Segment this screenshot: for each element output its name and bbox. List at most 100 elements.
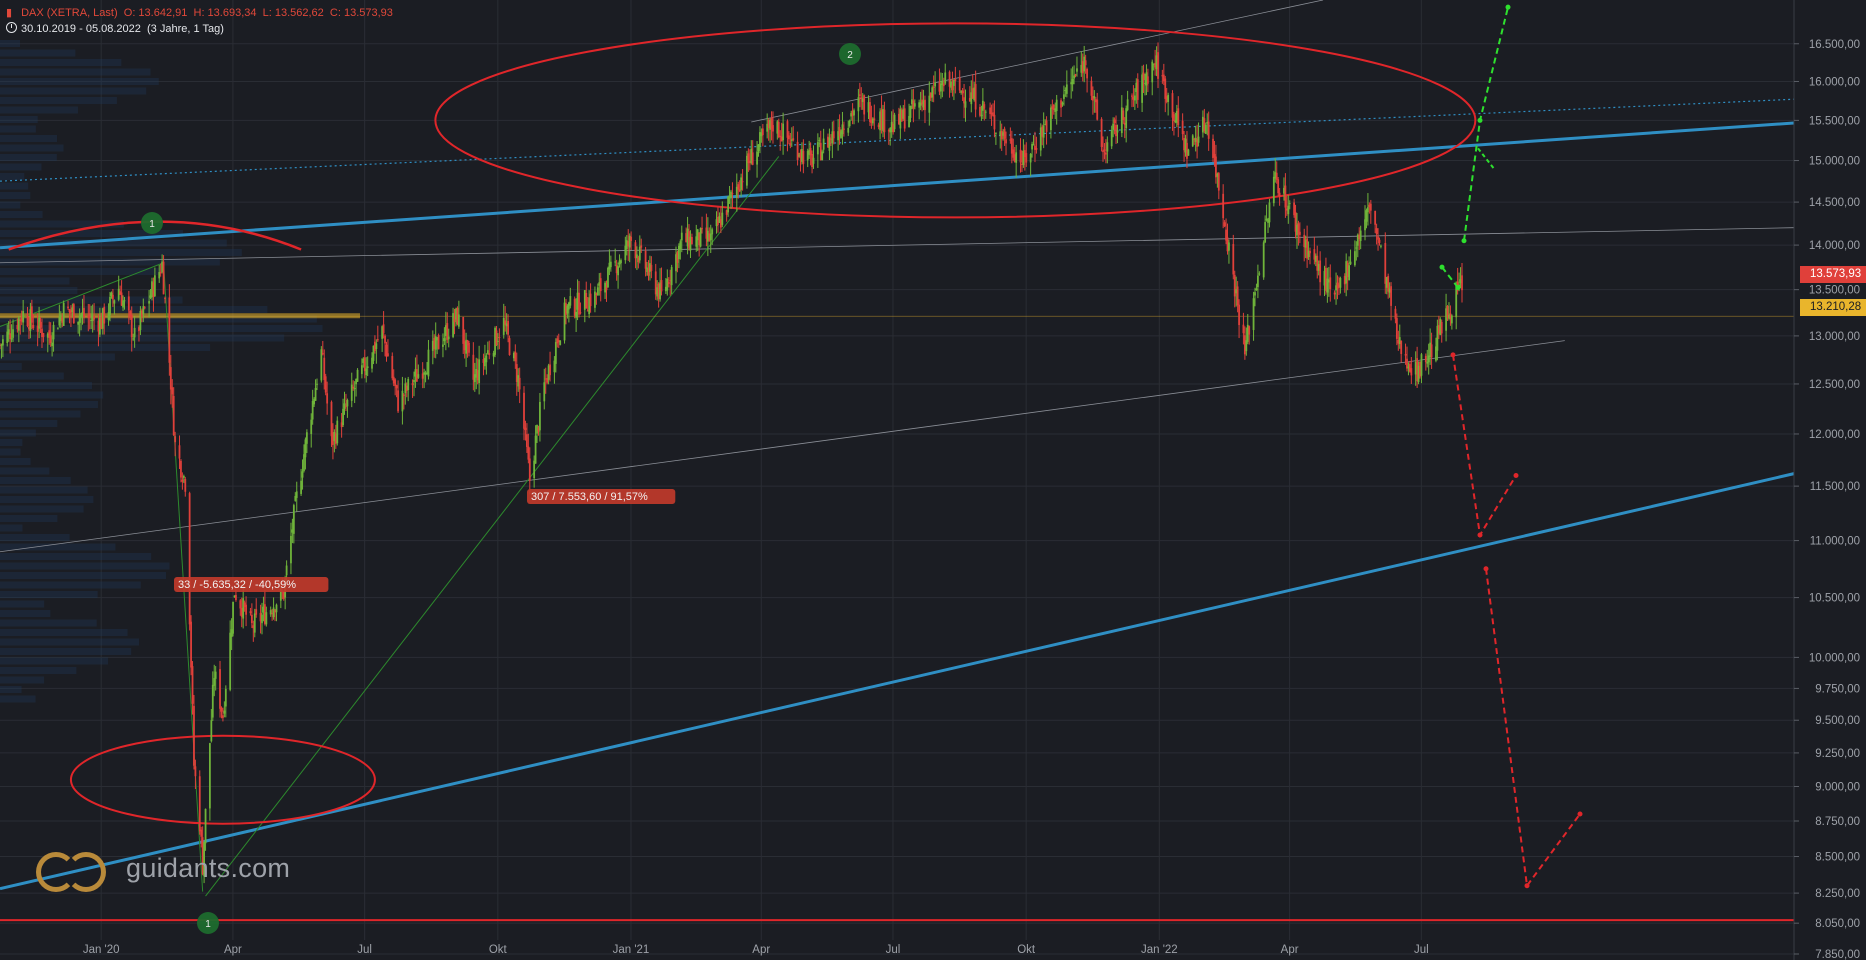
y-tick-label: 8.750,00 (1815, 816, 1860, 828)
candle-body (1051, 106, 1054, 110)
candle-body (549, 364, 551, 376)
candle-body (598, 282, 601, 286)
candle-body (738, 189, 741, 192)
candle-body (93, 315, 95, 320)
candle-body (88, 313, 91, 318)
candle-body (1430, 344, 1433, 358)
volume-profile-bar (0, 173, 25, 180)
y-tick-label: 11.500,00 (1810, 481, 1860, 493)
candle-body (1248, 326, 1251, 335)
candle-body (62, 302, 65, 327)
candle-body (1164, 78, 1167, 99)
candle-body (130, 314, 133, 338)
candle-body (659, 282, 661, 300)
candle-body (12, 329, 14, 338)
candle-body (285, 565, 288, 576)
candle-body (517, 375, 520, 387)
green-trend-line (205, 156, 780, 897)
candle-body (741, 181, 744, 183)
candle-body (1073, 75, 1075, 79)
candle-body (1355, 247, 1358, 249)
candle-body (948, 71, 951, 87)
candle-body (728, 195, 731, 199)
candle-body (143, 307, 146, 309)
candle-body (1367, 207, 1369, 213)
candle-body (97, 320, 100, 332)
candle-body (735, 186, 738, 198)
candle-body (58, 316, 61, 326)
price-axis[interactable]: 16.500,00 16.000,00 15.500,00 15.000,00 14.5… (1793, 0, 1866, 960)
candle-body (498, 336, 501, 338)
candle-body (182, 475, 185, 478)
candle-body (46, 333, 49, 338)
volume-profile-bar (0, 534, 70, 541)
candle-body (1041, 126, 1044, 137)
candle-body (1297, 223, 1300, 235)
candle-body (140, 310, 143, 317)
candle-body (646, 267, 648, 272)
candle-body (970, 92, 973, 105)
candle-body (737, 184, 740, 190)
candle-body (1353, 251, 1356, 266)
volume-profile-bar (0, 182, 29, 190)
candle-body (782, 123, 785, 141)
candle-body (142, 306, 145, 315)
candle-body (1084, 60, 1087, 66)
candle-body (1359, 230, 1362, 242)
candle-body (1374, 210, 1377, 225)
candle-body (1356, 234, 1359, 246)
candle-body (162, 261, 165, 295)
candle-body (292, 505, 295, 534)
candle-body (310, 419, 313, 434)
candle-body (725, 210, 728, 215)
candle-body (240, 607, 243, 617)
candle-body (447, 336, 450, 340)
candle-body (585, 292, 588, 309)
candle-body (1378, 239, 1381, 243)
candle-body (1427, 355, 1430, 363)
trend-dotted-line (0, 98, 1795, 182)
candle-body (1329, 277, 1332, 290)
candle-body (1262, 242, 1265, 278)
candle-body (153, 275, 156, 297)
candle-body (760, 132, 763, 137)
candle-body (911, 99, 913, 105)
candle-body (761, 128, 764, 136)
volume-profile-bar (0, 59, 122, 66)
candle-body (533, 460, 536, 479)
candle-body (1274, 172, 1277, 179)
candle-body (816, 142, 819, 155)
candle-body (1446, 306, 1449, 318)
candle-body (650, 264, 653, 271)
candle-body (381, 326, 384, 339)
candle-body (330, 401, 333, 437)
trend-channel-line (0, 121, 1795, 250)
candle-body (1358, 234, 1361, 240)
y-tick-label: 8.050,00 (1815, 918, 1860, 930)
guidants-logo-icon (36, 846, 108, 892)
candle-body (637, 257, 640, 263)
candle-body (127, 296, 130, 311)
candle-body (685, 233, 688, 243)
candle-body (832, 131, 835, 139)
candle-body (586, 310, 589, 312)
candle-body (556, 338, 559, 344)
candle-body (942, 83, 945, 87)
candle-body (452, 313, 454, 337)
candle-body (790, 139, 793, 141)
candle-body (324, 376, 327, 393)
candle-body (250, 614, 253, 624)
candles (0, 42, 1463, 884)
candle-body (1252, 298, 1255, 331)
candle-body (900, 110, 903, 122)
candle-body (1235, 289, 1238, 294)
candle-body (944, 72, 947, 84)
candle-body (1236, 286, 1239, 306)
time-axis[interactable]: Jan '20 Apr Jul Okt Jan '21 Apr Jul Okt Jan '22 A… (83, 944, 1429, 956)
candle-body (1414, 361, 1417, 375)
volume-profile-bar (0, 116, 38, 123)
candle-body (245, 604, 247, 615)
candle-body (746, 155, 748, 186)
y-tick-label: 11.000,00 (1810, 536, 1860, 548)
